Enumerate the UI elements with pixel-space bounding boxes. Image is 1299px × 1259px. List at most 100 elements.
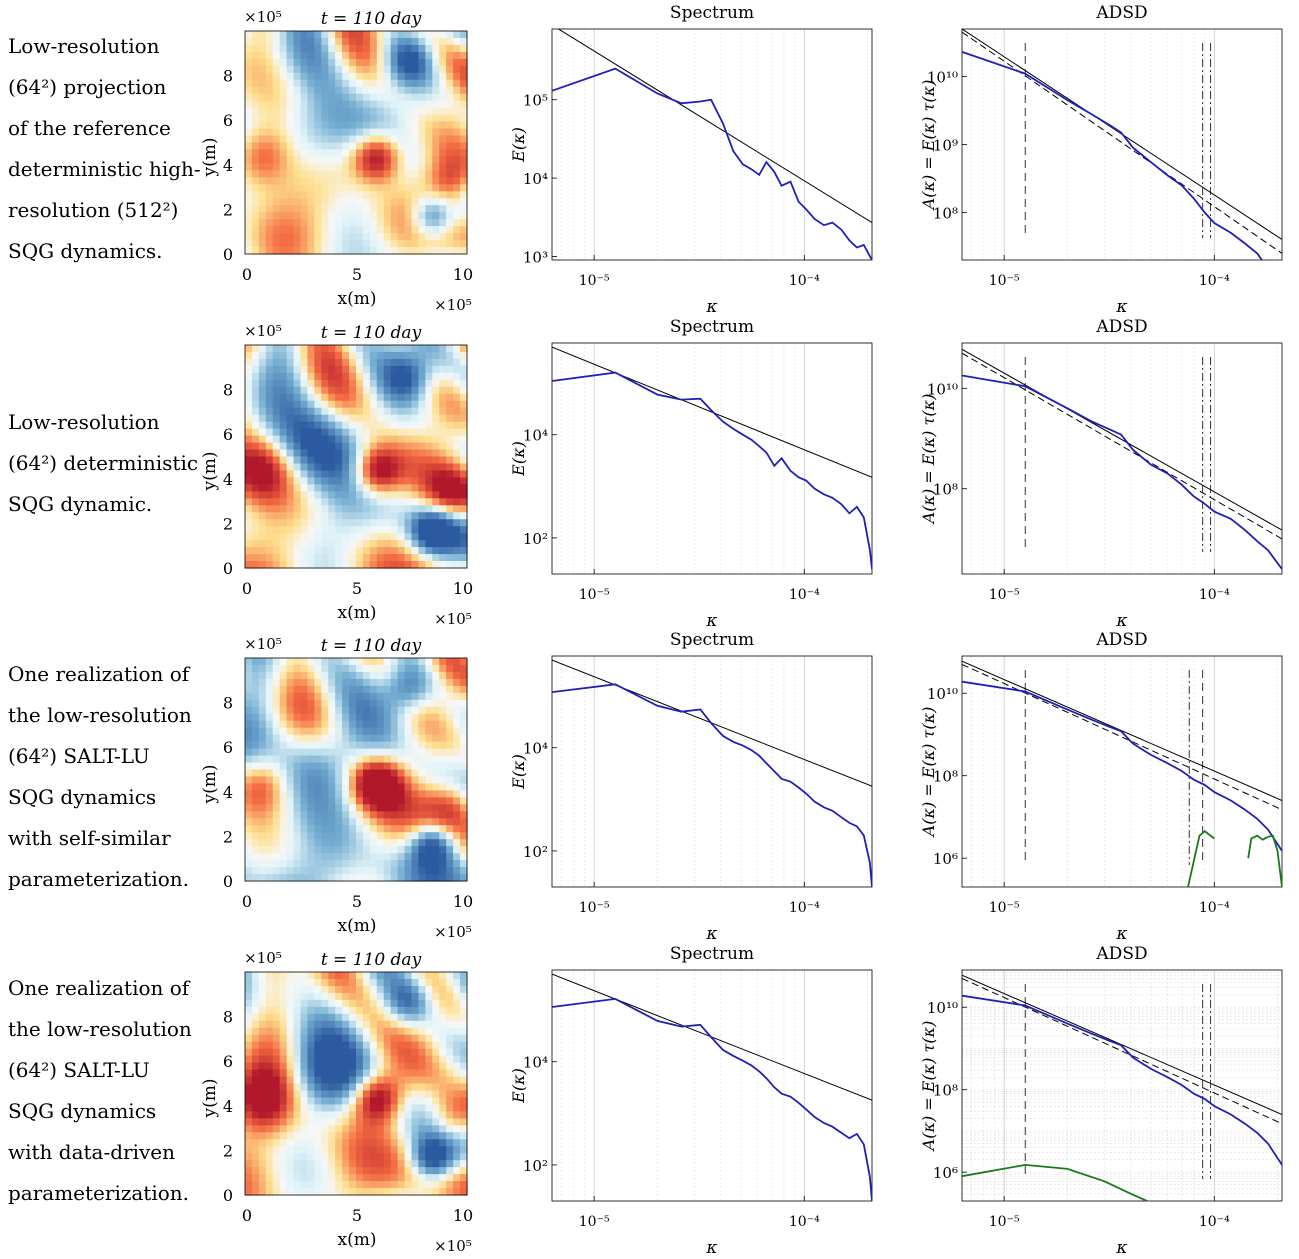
field-cell <box>286 505 295 513</box>
field-cell <box>446 797 454 805</box>
field-cell <box>300 1118 309 1126</box>
field-cell <box>272 832 281 840</box>
field-cell <box>446 846 454 854</box>
field-cell <box>328 748 336 757</box>
field-cell <box>369 1181 378 1189</box>
field-cell <box>328 442 336 451</box>
field-cell <box>300 449 309 458</box>
field-cell <box>272 526 281 534</box>
field-cell <box>432 776 440 785</box>
field-cell <box>383 825 392 833</box>
field-cell <box>328 692 336 701</box>
field-cell <box>349 351 357 360</box>
field-cell <box>397 874 406 882</box>
field-cell <box>258 1188 267 1196</box>
field-cell <box>279 121 288 130</box>
field-cell <box>376 149 385 158</box>
field-cell <box>265 58 274 67</box>
field-y-tick: 2 <box>223 1141 233 1160</box>
field-cell <box>328 547 336 555</box>
field-cell <box>453 114 461 123</box>
field-cell <box>411 456 420 465</box>
field-cell <box>286 755 295 764</box>
field-cell <box>390 198 399 206</box>
field-cell <box>404 699 413 708</box>
field-cell <box>293 414 302 423</box>
field-cell <box>383 1006 392 1015</box>
field-cell <box>272 1055 281 1064</box>
field-cell <box>460 1146 468 1154</box>
field-cell <box>314 860 322 868</box>
field-cell <box>356 240 364 248</box>
field-cell <box>349 247 357 255</box>
field-cell <box>356 393 364 402</box>
chart-grid <box>971 656 1278 887</box>
field-cell <box>279 1062 288 1071</box>
field-cell <box>335 212 343 220</box>
field-cell <box>342 51 350 60</box>
field-cell <box>383 853 392 861</box>
x-tick-label: 10⁻⁵ <box>579 900 610 916</box>
field-cell <box>328 832 336 840</box>
field-cell <box>293 345 302 353</box>
field-cell <box>349 985 357 994</box>
field-cell <box>383 72 392 81</box>
field-cell <box>362 1153 371 1161</box>
field-cell <box>272 1006 281 1015</box>
field-cell <box>411 526 420 534</box>
field-cell <box>251 706 260 715</box>
plot-area <box>552 346 872 570</box>
field-cell <box>335 734 343 743</box>
field-cell <box>293 205 302 213</box>
field-cell <box>460 191 468 199</box>
field-cell <box>293 442 302 451</box>
field-cell <box>349 386 357 395</box>
field-cell <box>245 512 253 520</box>
field-cell <box>418 874 426 882</box>
field-cell <box>321 365 329 374</box>
field-cell <box>245 519 253 527</box>
field-cell <box>328 72 336 81</box>
field-cell <box>335 163 343 171</box>
field-cell <box>293 720 302 729</box>
field-cell <box>335 804 343 812</box>
field-cell <box>397 114 406 123</box>
field-cell <box>258 1097 267 1106</box>
field-cell <box>369 345 378 353</box>
field-cell <box>265 37 274 46</box>
field-cell <box>272 1062 281 1071</box>
field-cell <box>245 671 253 680</box>
field-cell <box>369 874 378 882</box>
field-cell <box>300 442 309 451</box>
field-cell <box>460 1132 468 1140</box>
field-cell <box>258 1090 267 1099</box>
field-cell <box>404 72 413 81</box>
field-cell <box>383 526 392 534</box>
field-cell <box>397 44 406 53</box>
field-cell <box>356 533 364 541</box>
field-cell <box>349 65 357 74</box>
field-cell <box>439 776 447 785</box>
field-cell <box>245 470 253 479</box>
field-cell <box>272 519 281 527</box>
field-cell <box>258 477 267 485</box>
field-cell <box>432 1034 440 1043</box>
field-cell <box>342 358 350 367</box>
field-frame <box>244 30 468 255</box>
field-cell <box>376 114 385 123</box>
field-cell <box>321 1111 329 1119</box>
caption-line: One realization of <box>8 976 190 1000</box>
field-cell <box>300 1174 309 1182</box>
field-cell <box>383 128 392 137</box>
field-cell <box>258 93 267 102</box>
field-cell <box>411 671 420 680</box>
field-cell <box>376 699 385 708</box>
field-cell <box>342 226 350 234</box>
field-cell <box>272 100 281 109</box>
field-cell <box>439 1146 447 1154</box>
field-cell <box>293 456 302 465</box>
field-cell <box>286 512 295 520</box>
row-caption: One realization of the low-resolution (6… <box>8 654 198 900</box>
field-cell <box>349 372 357 381</box>
field-cell <box>265 512 274 520</box>
